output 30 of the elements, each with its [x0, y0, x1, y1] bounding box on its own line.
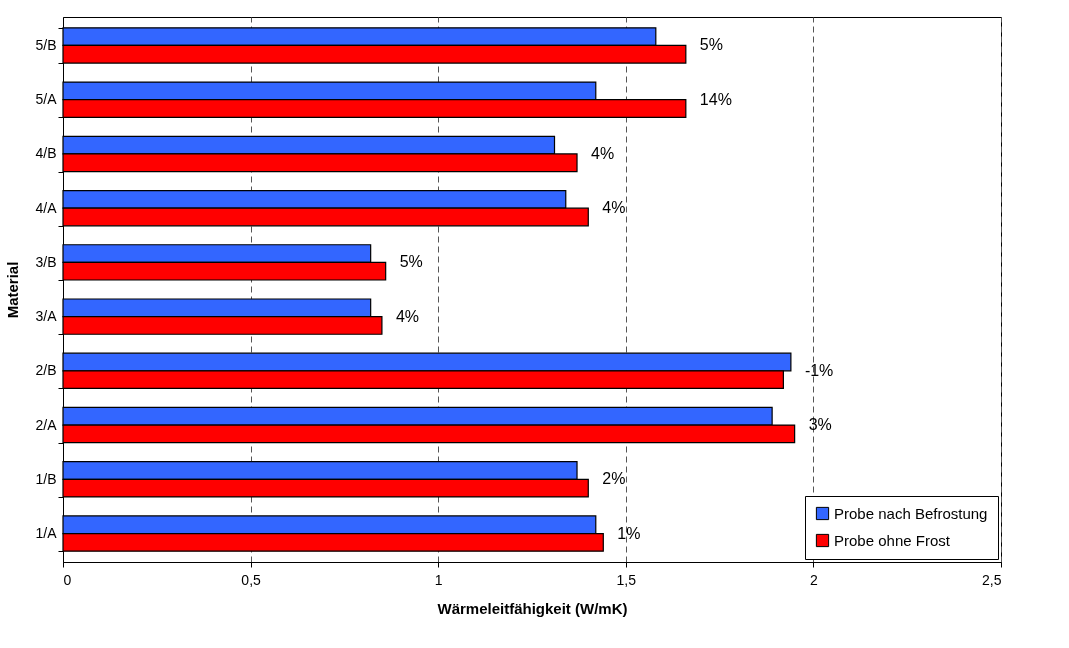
- y-tick-label: 4/B: [35, 145, 57, 162]
- annotation: 3%: [808, 416, 832, 434]
- y-tick-label: 2/A: [35, 416, 58, 433]
- annotation: 4%: [602, 199, 626, 217]
- annotation: 4%: [591, 144, 615, 162]
- x-tick-label: 0: [63, 571, 72, 588]
- y-tick-label: 2/B: [35, 362, 57, 379]
- y-axis-title: Material: [4, 261, 22, 319]
- x-tick-label: 1: [434, 571, 443, 588]
- annotation: 14%: [699, 90, 732, 108]
- annotation: 5%: [399, 253, 423, 271]
- y-tick-label: 3/A: [35, 308, 58, 325]
- annotation: 1%: [617, 524, 641, 542]
- annotation: 2%: [602, 470, 626, 488]
- annotation: 5%: [699, 36, 723, 54]
- x-tick-label: 0,5: [241, 571, 262, 588]
- x-tick-label: 2: [810, 571, 818, 588]
- x-tick-label: 2,5: [982, 571, 1002, 588]
- y-tick-label: 4/A: [35, 199, 58, 216]
- y-tick-label: 1/B: [35, 470, 57, 487]
- legend-label: Probe ohne Frost: [834, 531, 951, 549]
- annotation: 4%: [395, 307, 420, 325]
- y-tick-label: 5/B: [35, 36, 57, 53]
- annotation: -1%: [804, 361, 834, 379]
- y-tick-label: 5/A: [35, 91, 58, 108]
- y-tick-label: 1/A: [35, 525, 58, 542]
- legend-label: Probe nach Befrostung: [834, 504, 988, 522]
- y-tick-label: 3/B: [35, 253, 57, 270]
- x-axis-title: Wärmeleitfähigkeit (W/mK): [437, 599, 628, 617]
- x-tick-label: 1,5: [616, 571, 637, 588]
